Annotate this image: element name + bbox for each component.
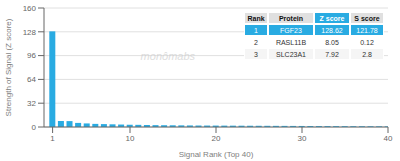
html-text:monômabs: monômabs [140,49,195,62]
svg-text:20: 20 [212,134,221,143]
html-text:2: 2 [254,39,258,46]
html-text:Rank: Rank [247,15,265,22]
svg-text:160: 160 [23,4,37,13]
svg-text:Signal Rank (Top 40): Signal Rank (Top 40) [179,150,254,159]
html-text:SLC23A1: SLC23A1 [276,51,306,58]
svg-text:10: 10 [126,134,135,143]
svg-text:96: 96 [27,51,36,60]
html-text:RASL11B: RASL11B [275,39,307,46]
html-text:0.12: 0.12 [360,39,374,46]
html-text:8.05: 8.05 [325,39,339,46]
html-text:1: 1 [254,27,258,34]
svg-text:64: 64 [27,75,36,84]
svg-text:1: 1 [50,134,55,143]
html-text:FGF23: FGF23 [280,27,302,34]
html-text:7.92: 7.92 [325,51,339,58]
svg-text:Strength of Signal (Z score): Strength of Signal (Z score) [8,18,13,116]
svg-text:32: 32 [27,99,36,108]
html-text:128.62: 128.62 [321,27,343,34]
svg-text:128: 128 [23,28,37,37]
html-text:3: 3 [254,51,258,58]
html-text:Protein: Protein [278,15,304,22]
svg-text:40: 40 [384,134,392,143]
html-text:121.78: 121.78 [356,27,378,34]
html-text:S score: S score [354,15,380,22]
svg-text:0: 0 [32,123,37,132]
svg-text:30: 30 [298,134,307,143]
html-text:Z score: Z score [319,15,345,22]
html-text:2.8: 2.8 [362,51,372,58]
